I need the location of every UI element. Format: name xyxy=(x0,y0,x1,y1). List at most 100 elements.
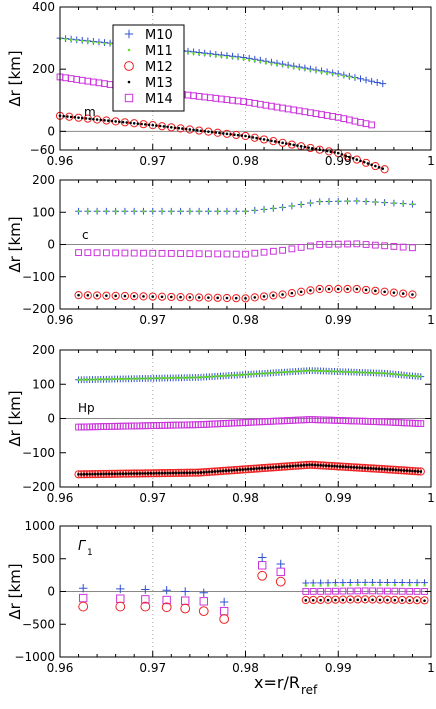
M14-point xyxy=(279,246,287,254)
M11-point xyxy=(88,378,91,381)
M11-point xyxy=(110,378,114,381)
M12-point xyxy=(124,61,134,71)
panel-label-sub: 1 xyxy=(87,548,93,558)
M13-point xyxy=(377,166,381,169)
M14-point xyxy=(276,567,285,577)
M13-point xyxy=(377,467,381,471)
M13-point xyxy=(218,131,221,135)
M13-point xyxy=(272,466,275,469)
M11-point xyxy=(225,56,229,59)
M13-point xyxy=(155,471,158,475)
M11-point xyxy=(366,371,370,374)
M12-point xyxy=(250,293,259,302)
M11-point xyxy=(123,210,127,213)
M13-point xyxy=(333,464,336,468)
M13-point xyxy=(80,116,84,120)
M11-point xyxy=(309,69,312,72)
M12-point xyxy=(241,294,250,303)
M14-point xyxy=(332,587,339,595)
M11-point xyxy=(255,372,258,375)
x-tick-label: 0.96 xyxy=(47,154,74,168)
M11-point xyxy=(347,370,350,374)
M13-point xyxy=(252,467,256,471)
M13-point xyxy=(386,598,389,602)
x-tick-label: 0.99 xyxy=(325,154,352,168)
M13-point xyxy=(316,463,320,467)
M13-point xyxy=(80,472,83,476)
M13-point xyxy=(88,472,91,476)
M14-point xyxy=(316,241,324,248)
y-axis-label: Δr [km] xyxy=(6,216,24,272)
M13-point xyxy=(336,465,339,468)
M11-point xyxy=(259,60,262,63)
M13-point xyxy=(125,121,129,124)
M11-point xyxy=(298,67,301,70)
M13-point xyxy=(363,598,367,601)
M14-point xyxy=(340,115,348,123)
M13-point xyxy=(319,598,322,602)
M11-point xyxy=(336,370,339,373)
M14-point xyxy=(262,101,270,109)
M13-point xyxy=(260,466,264,470)
M11-point xyxy=(349,584,352,587)
M11-point xyxy=(372,371,375,374)
M11-point xyxy=(277,371,280,374)
M11-point xyxy=(280,371,283,374)
M13-point xyxy=(95,294,99,297)
M11-point xyxy=(236,373,239,377)
M11-point xyxy=(138,377,141,380)
M12-point xyxy=(352,284,361,294)
M13-point xyxy=(114,120,117,123)
M14-point xyxy=(62,74,69,82)
M11-point xyxy=(244,210,247,213)
M13-point xyxy=(195,129,199,132)
M14-point xyxy=(413,587,421,595)
series-M14 xyxy=(78,561,428,616)
M13-point xyxy=(281,293,284,296)
M11-point xyxy=(403,373,406,377)
M11-point xyxy=(356,583,359,587)
M13-point xyxy=(419,470,423,473)
M14-point xyxy=(307,242,314,250)
M11-point xyxy=(374,200,377,204)
M11-point xyxy=(197,376,200,379)
M14-point xyxy=(251,99,259,107)
x-tick-label: 1 xyxy=(427,154,435,168)
M13-point xyxy=(394,468,398,472)
M13-point xyxy=(285,142,288,145)
M11-point xyxy=(402,202,405,205)
M14-point xyxy=(344,240,351,248)
M11-point xyxy=(81,39,84,43)
M11-point xyxy=(253,209,256,212)
M11-point xyxy=(261,372,264,375)
legend-label: M10 xyxy=(145,28,173,43)
M14-point xyxy=(269,247,277,255)
M11-point xyxy=(364,200,368,203)
M13-point xyxy=(160,295,164,299)
M11-point xyxy=(341,584,344,587)
M13-point xyxy=(311,598,315,602)
M13-point xyxy=(73,115,77,119)
M11-point xyxy=(401,584,404,587)
legend-label: M11 xyxy=(145,44,173,59)
M11-point xyxy=(124,377,127,380)
series-M13 xyxy=(77,463,423,476)
M13-point xyxy=(132,294,136,298)
M11-point xyxy=(158,377,161,380)
M13-point xyxy=(194,471,197,474)
M13-point xyxy=(216,470,219,473)
M14-point xyxy=(398,587,406,595)
x-tick-label: 0.97 xyxy=(139,313,166,327)
M10-point xyxy=(276,559,285,569)
M13-point xyxy=(219,469,222,473)
M13-point xyxy=(266,138,270,142)
M12-point xyxy=(361,285,371,295)
M13-point xyxy=(160,471,164,475)
M14-point xyxy=(121,249,129,257)
x-tick-label: 1 xyxy=(427,661,435,675)
x-tick-label: 0.97 xyxy=(139,154,166,168)
M11-point xyxy=(322,369,325,373)
M13-point xyxy=(149,472,153,475)
M11-point xyxy=(142,210,145,213)
M13-point xyxy=(77,116,80,119)
